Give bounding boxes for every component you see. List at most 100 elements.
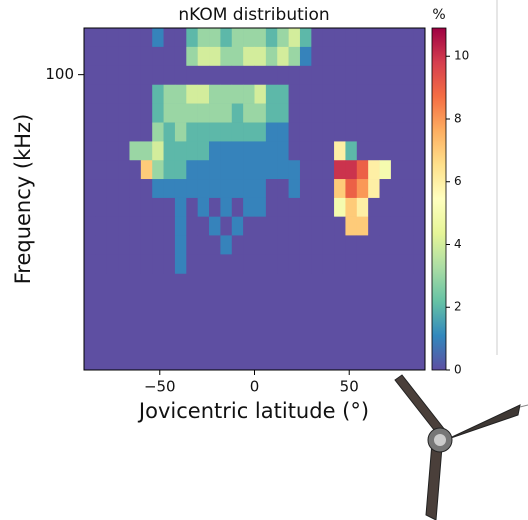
heatmap-cell	[186, 122, 198, 142]
heatmap-cell	[277, 235, 289, 255]
heatmap-cell	[277, 197, 289, 217]
heatmap-cell	[84, 122, 96, 142]
heatmap-cell	[140, 46, 153, 67]
heatmap-cell	[106, 216, 119, 236]
heatmap-cell	[402, 28, 414, 48]
heatmap-cell	[368, 179, 380, 199]
heatmap-cell	[299, 179, 312, 199]
heatmap-cell	[231, 103, 244, 123]
heatmap-cell	[402, 160, 414, 180]
heatmap-cell	[254, 216, 267, 236]
heatmap-cell	[334, 84, 346, 104]
heatmap-cell	[345, 103, 358, 123]
heatmap-cell	[345, 216, 358, 236]
heatmap-cell	[186, 65, 198, 86]
heatmap-cell	[197, 197, 210, 217]
heatmap-cell	[311, 122, 323, 142]
heatmap-cell	[129, 160, 142, 180]
heatmap-cell	[106, 46, 119, 67]
heatmap-cell	[209, 235, 221, 255]
heatmap-cell	[231, 46, 244, 67]
heatmap-cell	[254, 254, 267, 274]
heatmap-cell	[152, 103, 164, 123]
heatmap-cell	[254, 197, 267, 217]
heatmap-cell	[277, 179, 289, 199]
heatmap-cell	[231, 65, 244, 86]
heatmap-cell	[95, 141, 108, 161]
heatmap-cell	[368, 122, 380, 142]
spacecraft	[394, 374, 528, 520]
heatmap-cell	[95, 197, 108, 217]
heatmap-cell	[288, 235, 301, 255]
heatmap-cell	[106, 122, 119, 142]
heatmap-cell	[368, 235, 380, 255]
heatmap-cell	[243, 141, 255, 161]
heatmap-cell	[152, 235, 164, 255]
heatmap-cell	[277, 65, 289, 86]
heatmap-cell	[220, 65, 233, 86]
heatmap-cell	[220, 122, 233, 142]
heatmap-cell	[413, 235, 426, 255]
heatmap-cell	[390, 235, 403, 255]
heatmap-cell	[322, 216, 335, 236]
heatmap-cell	[254, 141, 267, 161]
heatmap-cell	[118, 141, 130, 161]
heatmap-cell	[95, 103, 108, 123]
heatmap-cell	[288, 160, 301, 180]
heatmap-cell	[118, 216, 130, 236]
heatmap-cell	[356, 160, 369, 180]
heatmap-cell	[288, 65, 301, 86]
heatmap-cell	[163, 141, 176, 161]
heatmap-cell	[390, 65, 403, 86]
heatmap-cell	[390, 197, 403, 217]
heatmap-cell	[163, 84, 176, 104]
heatmap-cell	[95, 65, 108, 86]
heatmap-cell	[277, 216, 289, 236]
heatmap-cell	[95, 122, 108, 142]
heatmap-cell	[288, 122, 301, 142]
heatmap-cell	[390, 28, 403, 48]
heatmap-cell	[106, 65, 119, 86]
heatmap-cell	[288, 179, 301, 199]
heatmap-cell	[140, 160, 153, 180]
heatmap-cell	[106, 254, 119, 274]
heatmap-cell	[368, 103, 380, 123]
heatmap-cell	[322, 160, 335, 180]
heatmap-cell	[243, 179, 255, 199]
heatmap-cell	[334, 141, 346, 161]
heatmap-cell	[163, 160, 176, 180]
heatmap-cell	[413, 28, 426, 48]
heatmap-cell	[379, 160, 392, 180]
heatmap-cell	[277, 28, 289, 48]
heatmap-cell	[243, 235, 255, 255]
heatmap-cell	[390, 160, 403, 180]
heatmap-cell	[106, 160, 119, 180]
heatmap-cell	[129, 235, 142, 255]
heatmap-cell	[356, 216, 369, 236]
heatmap-cell	[322, 235, 335, 255]
heatmap-cell	[334, 28, 346, 48]
heatmap-cell	[118, 103, 130, 123]
heatmap-cell	[174, 28, 187, 48]
heatmap-cell	[345, 46, 358, 67]
heatmap-cell	[379, 122, 392, 142]
heatmap-cell	[152, 65, 164, 86]
heatmap-cell	[356, 122, 369, 142]
heatmap-cell	[174, 235, 187, 255]
colorbar-label: %	[432, 7, 445, 23]
y-tick-label: 100	[45, 65, 74, 83]
heatmap-cell	[118, 84, 130, 104]
heatmap-cell	[345, 235, 358, 255]
heatmap-cell	[129, 46, 142, 67]
heatmap-cell	[265, 197, 278, 217]
heatmap-cell	[163, 197, 176, 217]
heatmap-cell	[299, 28, 312, 48]
heatmap-cell	[243, 254, 255, 274]
heatmap-cell	[299, 103, 312, 123]
heatmap-cell	[368, 28, 380, 48]
heatmap-cell	[265, 160, 278, 180]
heatmap-cell	[209, 122, 221, 142]
heatmap-cell	[368, 65, 380, 86]
heatmap-cell	[186, 197, 198, 217]
heatmap-cell	[209, 160, 221, 180]
